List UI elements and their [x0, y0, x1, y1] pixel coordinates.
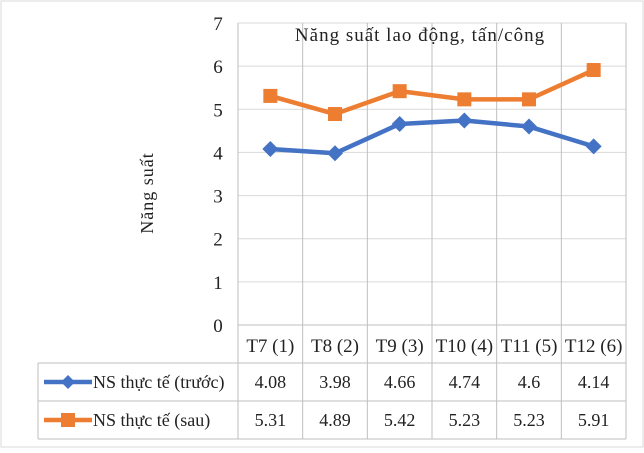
y-tick-label: 7 — [213, 14, 223, 35]
data-point-marker — [263, 88, 278, 103]
data-point-marker — [585, 138, 602, 155]
y-axis-label: Năng suất — [137, 152, 157, 233]
y-tick-label: 4 — [213, 143, 223, 164]
table-value-cell: 5.23 — [513, 410, 545, 430]
x-tick-label: T8 (2) — [311, 336, 359, 357]
data-point-marker — [327, 145, 343, 162]
x-tick-label: T11 (5) — [501, 336, 558, 357]
data-point-marker — [586, 63, 601, 78]
data-point-marker — [522, 92, 536, 107]
table-value-cell: 4.89 — [319, 410, 351, 430]
data-point-marker — [457, 92, 472, 107]
y-tick-label: 0 — [213, 316, 223, 337]
chart-title: Năng suất lao động, tấn/công — [295, 25, 545, 46]
data-point-marker — [328, 107, 342, 122]
x-tick-label: T7 (1) — [246, 336, 294, 357]
table-value-cell: 4.14 — [578, 372, 610, 392]
data-point-marker — [521, 118, 537, 135]
y-tick-label: 1 — [213, 273, 223, 294]
table-value-cell: 5.91 — [578, 410, 610, 430]
x-tick-label: T12 (6) — [565, 336, 623, 357]
legend-label: NS thực tế (trước) — [93, 372, 225, 393]
data-point-marker — [391, 115, 408, 132]
table-value-cell: 4.6 — [518, 372, 541, 392]
data-point-marker — [456, 112, 473, 129]
table-value-cell: 4.66 — [384, 372, 416, 392]
table-value-cell: 4.74 — [449, 372, 481, 392]
legend-key-marker — [61, 375, 75, 389]
table-value-cell: 4.08 — [255, 372, 287, 392]
y-tick-label: 6 — [213, 57, 223, 78]
table-value-cell: 5.23 — [449, 410, 481, 430]
table-value-cell: 5.42 — [384, 410, 416, 430]
legend-label: NS thực tế (sau) — [93, 410, 210, 431]
legend-key-marker — [61, 413, 75, 427]
series-line-1 — [268, 67, 596, 117]
y-tick-label: 5 — [213, 100, 223, 121]
y-tick-label: 2 — [213, 230, 223, 251]
x-tick-label: T10 (4) — [436, 336, 494, 357]
data-point-marker — [392, 84, 407, 99]
table-value-cell: 3.98 — [319, 372, 351, 392]
data-point-marker — [262, 140, 279, 157]
y-tick-label: 3 — [213, 187, 223, 208]
table-value-cell: 5.31 — [255, 410, 287, 430]
x-tick-label: T9 (3) — [376, 336, 424, 357]
series-line-0 — [268, 118, 596, 156]
